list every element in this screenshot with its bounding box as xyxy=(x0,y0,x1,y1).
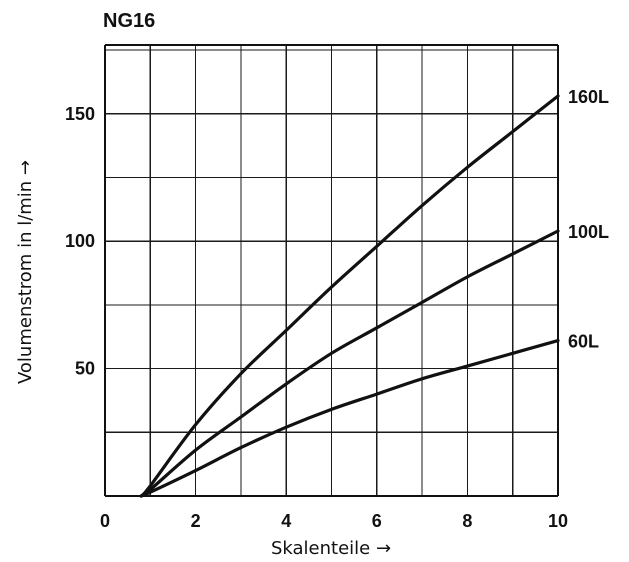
x-tick-label: 4 xyxy=(281,511,291,531)
y-tick-label: 150 xyxy=(65,104,95,124)
x-axis-label: Skalenteile → xyxy=(271,538,391,559)
series-labels: 160L 100L 60L xyxy=(568,87,609,352)
y-axis-label: Volumenstrom in l/min → xyxy=(15,160,36,384)
series-label-100l: 100L xyxy=(568,222,609,242)
y-tick-label: 100 xyxy=(65,231,95,251)
series-line-160l xyxy=(139,94,560,498)
chart-title: NG16 xyxy=(103,10,155,32)
x-tick-label: 10 xyxy=(548,511,568,531)
plot-frame xyxy=(103,43,560,498)
curves xyxy=(139,94,560,498)
x-tick-label: 6 xyxy=(372,511,382,531)
grid xyxy=(105,45,558,496)
series-label-60l: 60L xyxy=(568,332,599,352)
x-tick-label: 8 xyxy=(462,511,472,531)
x-tick-label: 2 xyxy=(191,511,201,531)
series-line-60l xyxy=(139,338,560,498)
tick-labels: 0 2 4 6 8 10 50 100 150 xyxy=(65,104,568,531)
series-line-100l xyxy=(139,229,560,498)
series-label-160l: 160L xyxy=(568,87,609,107)
x-tick-label: 0 xyxy=(100,511,110,531)
y-tick-label: 50 xyxy=(75,359,95,379)
